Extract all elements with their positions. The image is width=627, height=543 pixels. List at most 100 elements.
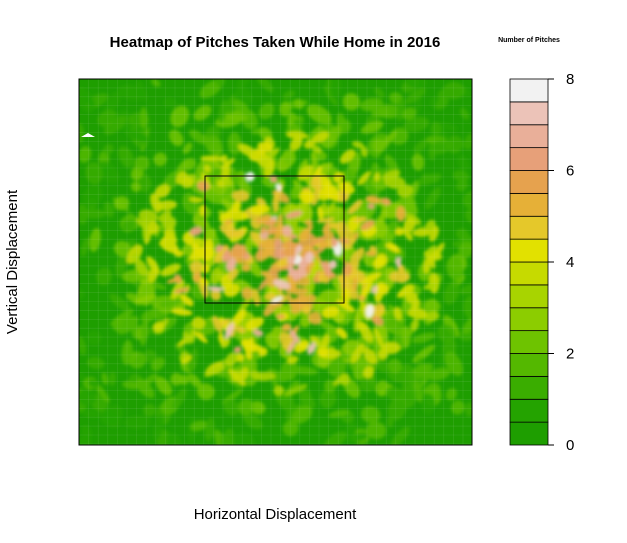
density-blob <box>81 408 102 419</box>
legend-swatch <box>509 421 549 446</box>
density-blob <box>158 210 172 223</box>
density-blob <box>79 145 92 164</box>
density-blob <box>395 257 402 267</box>
legend-swatch <box>509 375 549 400</box>
density-blob <box>403 217 416 232</box>
density-blob <box>151 79 161 87</box>
density-blob <box>89 227 101 253</box>
density-blob <box>327 357 347 378</box>
density-blob <box>291 405 313 424</box>
density-blob <box>79 203 88 225</box>
density-blob <box>282 149 296 166</box>
legend-swatch <box>509 78 549 103</box>
density-blob <box>297 164 314 181</box>
density-blob <box>359 377 377 393</box>
density-blob <box>275 314 285 320</box>
density-blob <box>147 221 159 234</box>
density-blob <box>390 426 411 445</box>
density-blob <box>413 139 429 154</box>
plot-area <box>78 78 473 446</box>
density-blob <box>237 79 251 88</box>
x-axis-label: Horizontal Displacement <box>194 506 357 523</box>
density-blob <box>337 274 355 292</box>
density-blob <box>225 209 249 221</box>
density-blob <box>149 193 162 213</box>
density-blob <box>299 190 315 204</box>
legend-ticks: 0 2 4 6 8 <box>548 71 574 454</box>
density-blob <box>444 351 463 376</box>
density-blob <box>279 101 292 117</box>
density-blob <box>384 154 400 175</box>
density-blob <box>117 84 145 101</box>
density-blob <box>446 256 464 281</box>
density-blob <box>342 168 358 182</box>
density-blob <box>458 241 472 259</box>
density-blob <box>423 282 438 290</box>
density-blob <box>287 274 296 288</box>
density-blob <box>328 259 337 270</box>
density-blob <box>275 184 282 191</box>
density-blob <box>295 245 302 255</box>
density-blob <box>82 184 103 207</box>
legend-swatch <box>509 101 549 126</box>
density-blob <box>280 360 299 380</box>
density-blob <box>460 283 472 295</box>
density-blob <box>114 196 130 211</box>
plot-marker <box>81 133 95 137</box>
density-blob <box>239 367 249 380</box>
density-blob <box>406 180 420 203</box>
density-blob <box>159 298 183 308</box>
density-blob <box>365 195 381 204</box>
density-blob <box>113 240 132 257</box>
density-blob <box>381 197 392 206</box>
density-blob <box>180 293 194 307</box>
density-blob <box>443 280 460 305</box>
density-blob <box>264 219 277 227</box>
density-blob <box>285 131 309 140</box>
density-blob <box>389 270 411 283</box>
density-blob <box>218 99 228 124</box>
density-blob <box>365 304 374 318</box>
density-blob <box>163 215 176 231</box>
density-blob <box>207 286 224 292</box>
density-blob <box>336 327 348 340</box>
density-blob <box>310 175 321 189</box>
density-blob <box>203 164 211 173</box>
density-blob <box>168 129 184 147</box>
density-blob <box>299 388 312 405</box>
density-blob <box>451 400 465 415</box>
density-blob <box>227 132 242 155</box>
density-blob <box>435 96 449 110</box>
density-blob <box>282 420 299 437</box>
density-blob <box>395 227 404 236</box>
density-blob <box>228 368 246 387</box>
legend-swatch <box>509 261 549 286</box>
density-blob <box>289 234 297 240</box>
density-blob <box>142 217 149 242</box>
density-blob <box>387 415 394 428</box>
density-blob <box>302 305 311 315</box>
density-blob <box>287 338 297 354</box>
density-blob <box>210 289 222 301</box>
density-blob <box>319 388 337 409</box>
density-blob <box>124 129 149 142</box>
density-blob <box>81 425 92 439</box>
density-blob <box>193 105 212 121</box>
density-blob <box>360 406 381 424</box>
density-blob <box>304 251 314 264</box>
density-blob <box>109 293 131 312</box>
density-blob <box>306 125 324 142</box>
legend-tick-label: 0 <box>566 437 574 454</box>
density-blob <box>153 414 164 441</box>
density-blob <box>313 247 325 255</box>
density-blob <box>82 90 96 107</box>
legend-swatch <box>509 192 549 217</box>
density-blob <box>222 176 234 187</box>
density-blob <box>402 227 413 242</box>
density-blob <box>80 238 89 257</box>
density-blob <box>270 175 278 183</box>
density-blob <box>362 347 377 364</box>
density-blob <box>79 87 95 113</box>
density-blob <box>181 177 194 189</box>
density-blob <box>218 332 224 344</box>
